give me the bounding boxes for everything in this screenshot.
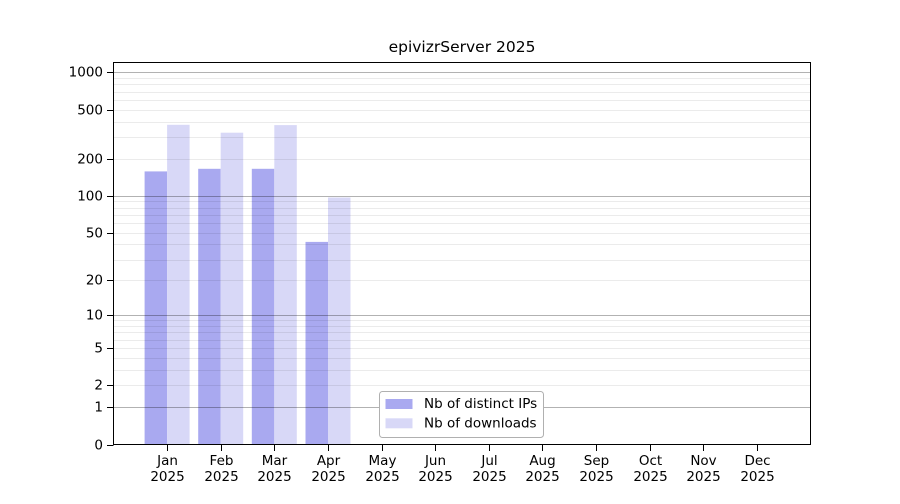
- y-axis-label-50: 50: [86, 226, 103, 242]
- bar-mar-downloads: [274, 125, 297, 445]
- x-axis-label-feb-year: 2025: [204, 469, 238, 485]
- x-axis-label-sep-year: 2025: [579, 469, 613, 485]
- y-axis-label-5: 5: [94, 341, 103, 357]
- x-axis-label-jun-year: 2025: [418, 469, 452, 485]
- legend-label-downloads: Nb of downloads: [424, 415, 537, 431]
- legend-box: [379, 391, 544, 438]
- x-axis-label-jul: Jul: [480, 453, 497, 469]
- legend-swatch-ips: [385, 399, 413, 409]
- y-axis-label-0: 0: [94, 438, 103, 454]
- y-axis-label-200: 200: [77, 152, 103, 168]
- x-axis-label-jan-year: 2025: [150, 469, 184, 485]
- chart-title: epivizrServer 2025: [389, 38, 536, 56]
- x-axis-label-aug-year: 2025: [525, 469, 559, 485]
- x-axis-label-nov-year: 2025: [686, 469, 720, 485]
- y-axis-label-1000: 1000: [69, 65, 103, 81]
- x-axis-label-mar: Mar: [262, 453, 288, 469]
- x-axis-label-oct: Oct: [639, 453, 662, 469]
- x-axis-label-aug: Aug: [529, 453, 555, 469]
- x-axis-label-dec: Dec: [744, 453, 770, 469]
- y-axis-label-20: 20: [86, 273, 103, 289]
- x-axis-label-jan: Jan: [156, 453, 178, 469]
- bar-feb-downloads: [220, 132, 244, 445]
- x-axis-label-sep: Sep: [584, 453, 609, 469]
- x-axis-label-oct-year: 2025: [633, 469, 667, 485]
- x-axis-label-jun: Jun: [424, 453, 446, 469]
- bar-jan-downloads: [167, 124, 190, 445]
- bar-mar-ips: [251, 168, 275, 445]
- bar-jan-ips: [144, 171, 168, 445]
- x-axis-label-mar-year: 2025: [257, 469, 291, 485]
- y-axis-label-10: 10: [86, 308, 103, 324]
- bar-feb-ips: [198, 168, 221, 445]
- x-axis-label-may-year: 2025: [365, 469, 399, 485]
- legend-swatch-downloads: [385, 418, 413, 429]
- x-axis-label-dec-year: 2025: [740, 469, 774, 485]
- y-axis-label-500: 500: [77, 103, 103, 119]
- legend: Nb of distinct IPs Nb of downloads: [379, 391, 544, 438]
- y-axis-label-100: 100: [77, 189, 103, 205]
- x-axis-label-nov: Nov: [690, 453, 716, 469]
- x-axis-label-may: May: [369, 453, 397, 469]
- grid-layer: [113, 72, 811, 408]
- x-axis-label-apr-year: 2025: [311, 469, 345, 485]
- x-axis-label-jul-year: 2025: [472, 469, 506, 485]
- bar-apr-downloads: [328, 197, 351, 445]
- y-axis-label-2: 2: [94, 378, 103, 394]
- legend-label-ips: Nb of distinct IPs: [424, 396, 537, 412]
- x-axis-label-apr: Apr: [317, 453, 341, 469]
- axis-layer: 10005002001005020105210Jan2025Feb2025Mar…: [69, 62, 811, 485]
- x-axis-label-feb: Feb: [210, 453, 234, 469]
- plot-border: [113, 62, 811, 445]
- y-axis-label-1: 1: [94, 400, 103, 416]
- bars-layer: [144, 124, 351, 445]
- bar-apr-ips: [305, 241, 328, 445]
